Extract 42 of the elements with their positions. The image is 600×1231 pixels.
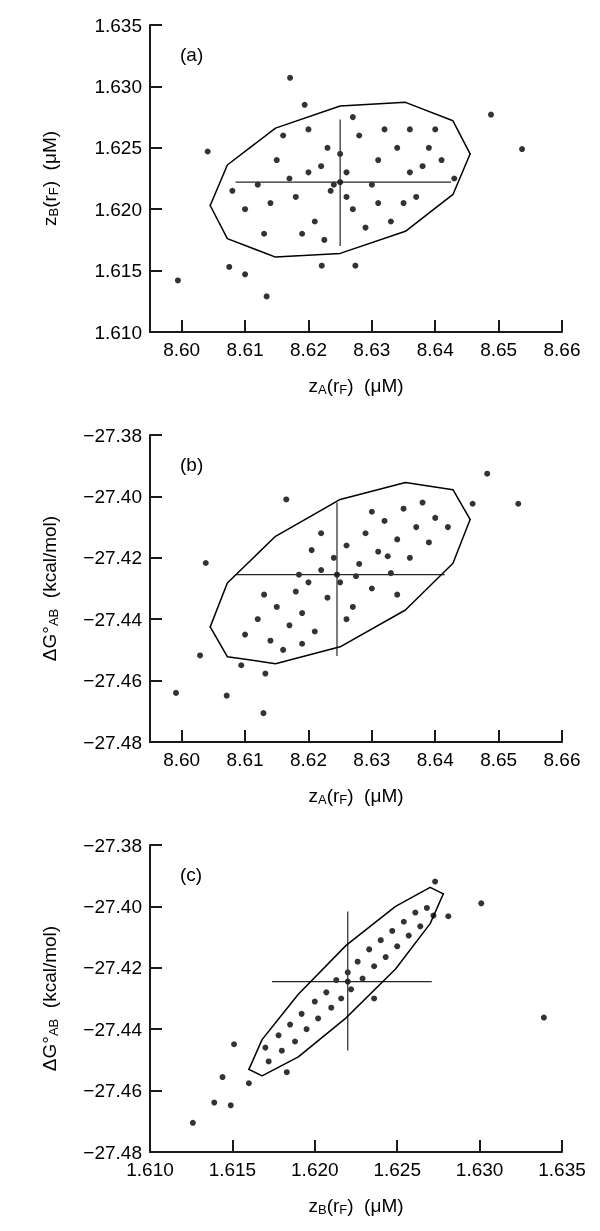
y-tick-label: 1.630 — [94, 75, 142, 97]
x-tick-label: 8.64 — [416, 339, 455, 360]
y-axis-title: ΔG°AB (kcal/mol) — [38, 515, 61, 662]
x-tick-label: 8.61 — [226, 749, 264, 770]
x-tick-label: 1.635 — [538, 1159, 586, 1180]
y-tick-label: −27.42 — [83, 957, 142, 979]
x-tick-label: 1.625 — [373, 1159, 421, 1180]
y-tick-label: −27.48 — [83, 731, 142, 753]
x-tick-label: 8.62 — [289, 749, 327, 770]
x-tick-label: 8.62 — [289, 339, 327, 360]
y-tick-label: −27.44 — [83, 608, 143, 630]
y-tick-label: −27.42 — [83, 547, 142, 569]
x-tick-label: 8.60 — [163, 339, 201, 360]
x-tick-label: 8.63 — [353, 749, 391, 770]
y-axis-title: zB(rF) (μM) — [38, 130, 61, 227]
x-tick-label: 8.61 — [226, 339, 264, 360]
x-tick-label: 8.66 — [543, 339, 581, 360]
x-tick-label: 1.615 — [208, 1159, 257, 1180]
y-tick-label: −27.38 — [83, 424, 142, 446]
y-tick-label: 1.635 — [94, 14, 142, 36]
y-tick-label: 1.610 — [94, 321, 142, 343]
x-tick-label: 8.66 — [543, 749, 581, 770]
y-axis-title: ΔG°AB (kcal/mol) — [38, 925, 61, 1072]
y-tick-label: −27.44 — [83, 1018, 143, 1040]
text: (b) — [180, 454, 204, 475]
x-tick-label: 8.63 — [353, 339, 391, 360]
y-tick-label: 1.620 — [94, 198, 142, 220]
text: (c) — [180, 864, 203, 885]
y-tick-label: 1.625 — [94, 137, 142, 159]
y-tick-label: −27.40 — [83, 895, 142, 917]
y-tick-label: −27.38 — [83, 834, 142, 856]
y-tick-label: −27.46 — [83, 1080, 142, 1102]
x-tick-label: 8.64 — [416, 749, 455, 770]
x-tick-label: 1.630 — [455, 1159, 504, 1180]
y-tick-label: 1.615 — [94, 260, 142, 282]
y-tick-label: −27.46 — [83, 670, 142, 692]
x-tick-label: 1.620 — [291, 1159, 339, 1180]
text: (a) — [180, 44, 204, 65]
y-tick-label: −27.40 — [83, 485, 142, 507]
x-tick-label: 8.65 — [480, 339, 518, 360]
x-tick-label: 8.65 — [480, 749, 518, 770]
x-tick-label: 8.60 — [163, 749, 201, 770]
